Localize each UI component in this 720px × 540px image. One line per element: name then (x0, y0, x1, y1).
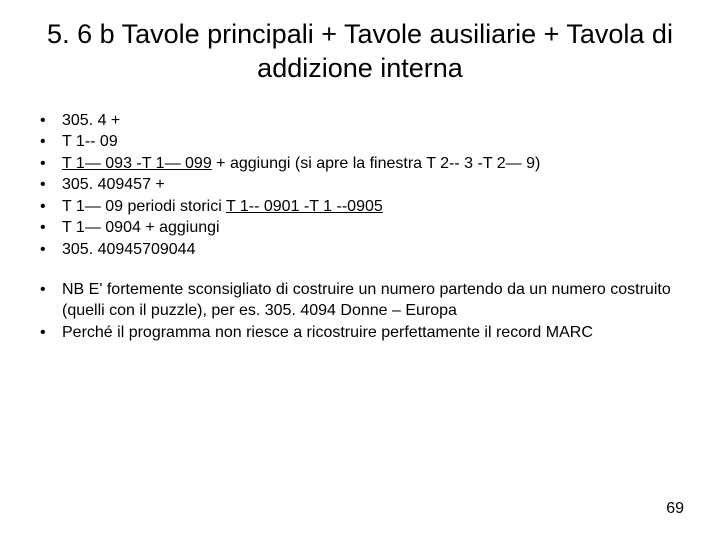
list-item: NB E' fortemente sconsigliato di costrui… (36, 279, 692, 322)
underlined-text: T 1— 093 -T 1— 099 (62, 155, 212, 172)
list-item: T 1— 093 -T 1— 099 + aggiungi (si apre l… (36, 153, 692, 175)
list-item: 305. 4 + (36, 110, 692, 132)
list-item: T 1— 09 periodi storici T 1-- 0901 -T 1 … (36, 196, 692, 218)
list-item-text: T 1— 09 periodi storici (62, 198, 226, 215)
list-item: T 1— 0904 + aggiungi (36, 217, 692, 239)
list-item: 305. 409457 + (36, 174, 692, 196)
bullet-list-notes: NB E' fortemente sconsigliato di costrui… (28, 279, 692, 344)
list-item-text: + aggiungi (si apre la finestra T 2-- 3 … (212, 155, 541, 172)
list-item: Perché il programma non riesce a ricostr… (36, 322, 692, 344)
list-item: 305. 40945709044 (36, 239, 692, 261)
slide: 5. 6 b Tavole principali + Tavole ausili… (0, 0, 720, 540)
page-number: 69 (666, 500, 684, 518)
list-item: T 1-- 09 (36, 131, 692, 153)
slide-title: 5. 6 b Tavole principali + Tavole ausili… (28, 18, 692, 86)
bullet-list-main: 305. 4 + T 1-- 09 T 1— 093 -T 1— 099 + a… (28, 110, 692, 261)
underlined-text: T 1-- 0901 -T 1 --0905 (226, 198, 383, 215)
